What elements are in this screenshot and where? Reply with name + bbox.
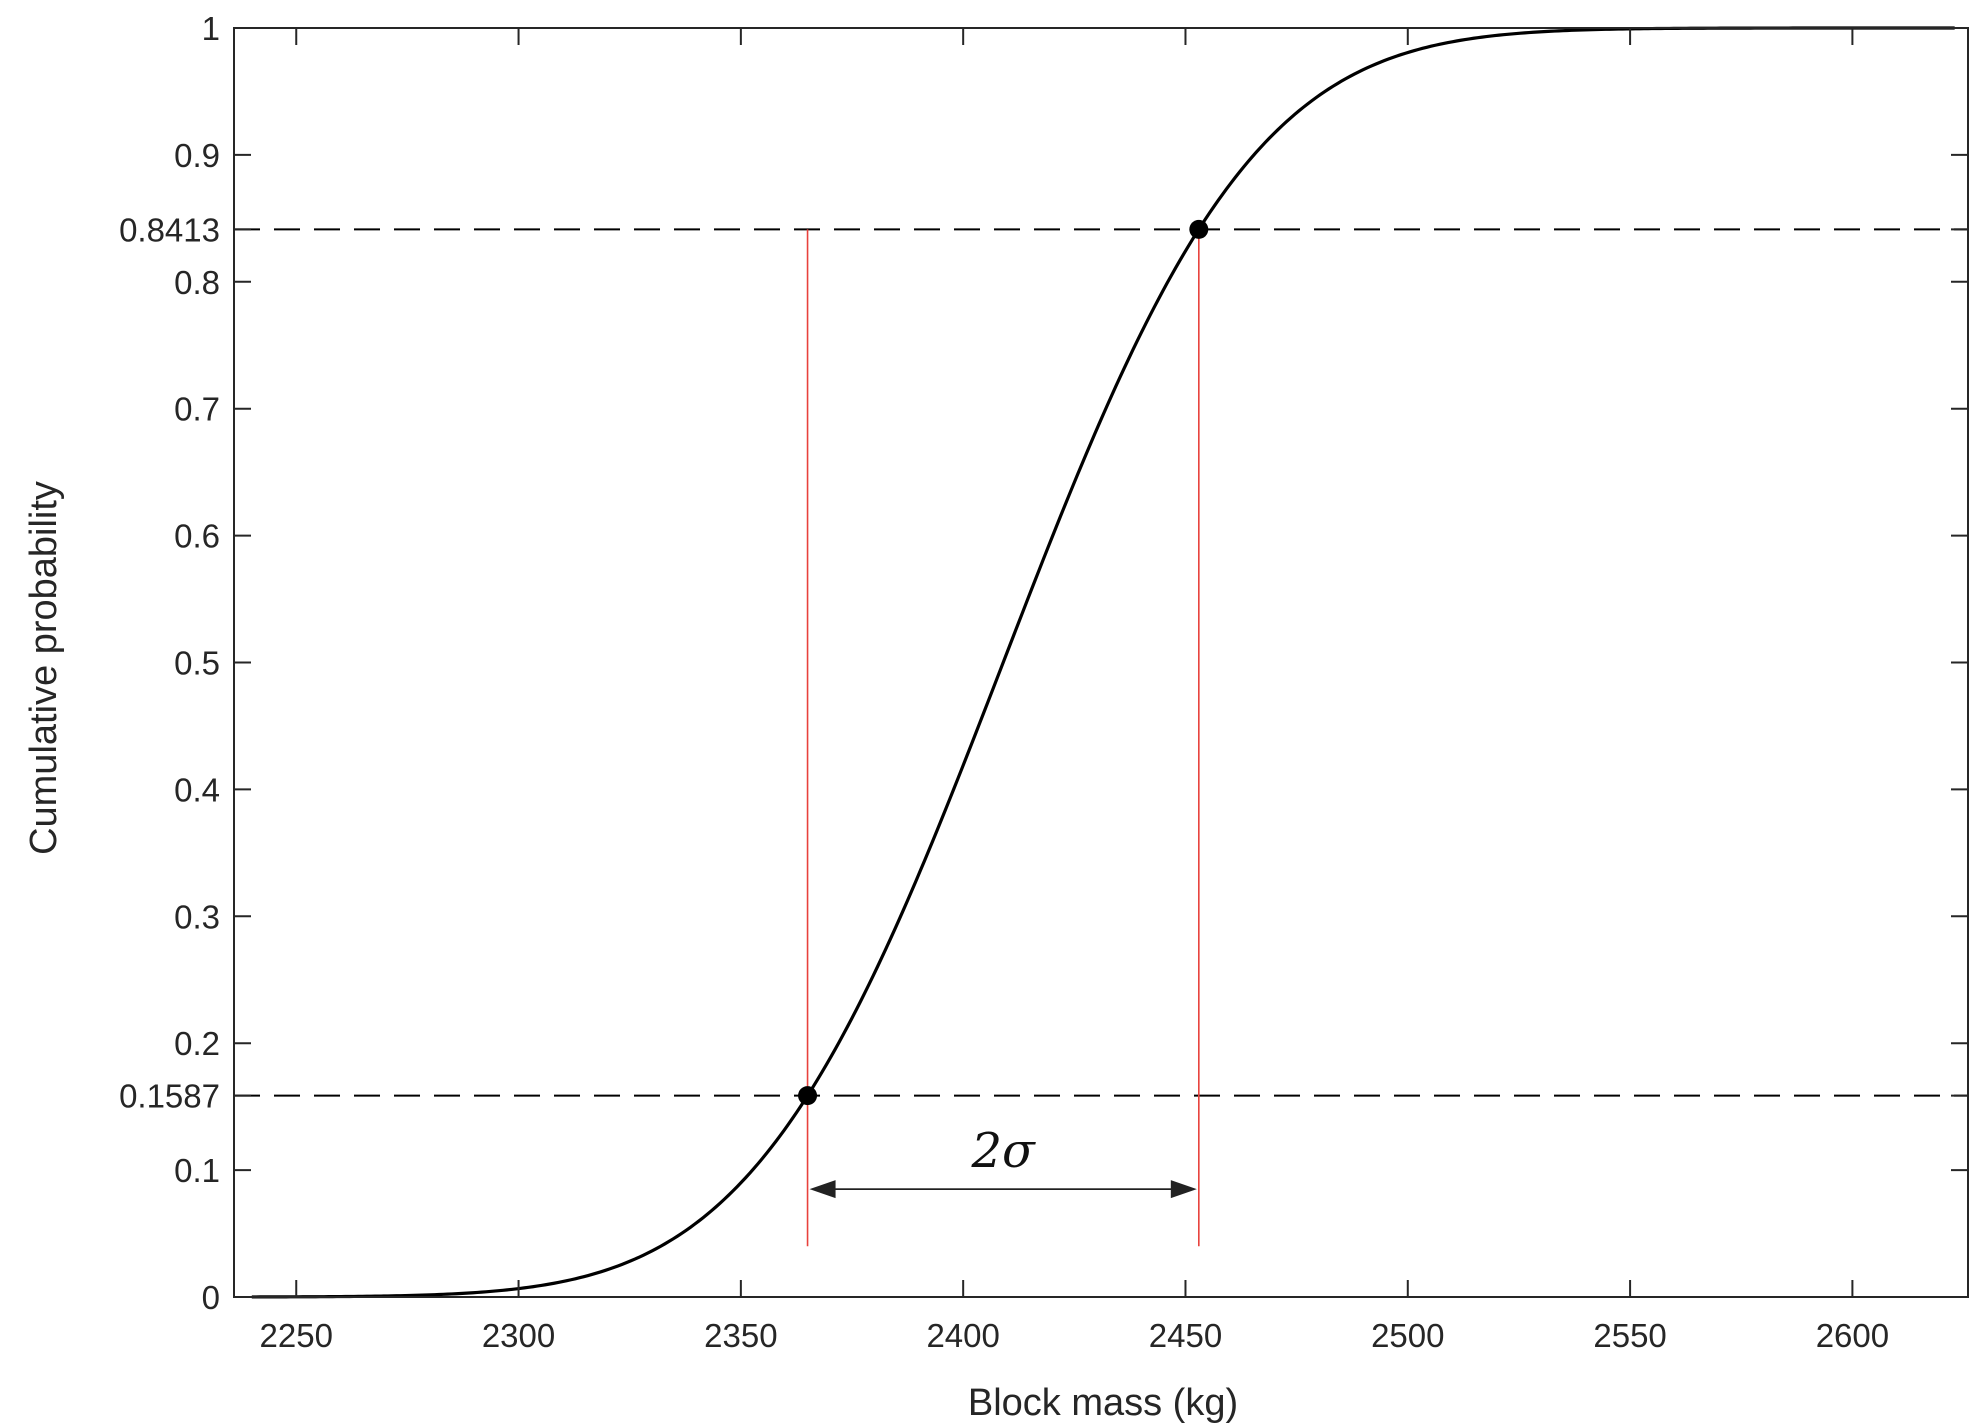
y-tick-label: 0.3 — [174, 898, 220, 935]
data-point-marker — [798, 1086, 818, 1106]
x-tick-label: 2300 — [482, 1317, 555, 1354]
x-tick-label: 2250 — [260, 1317, 333, 1354]
x-tick-label: 2600 — [1816, 1317, 1889, 1354]
sigma-arrow-left-head — [809, 1180, 836, 1199]
y-tick-label: 0 — [202, 1279, 220, 1316]
axes-layer: 2250 2300 2350 2400 2450 2500 2550 2600 0 0.1 0.15… — [119, 10, 1969, 1354]
y-tick-label: 0.8 — [174, 264, 220, 301]
sigma-annotation-label: 2σ — [971, 1123, 1037, 1179]
data-point-marker — [1189, 219, 1209, 239]
y-tick-label: 0.1587 — [119, 1078, 220, 1115]
y-tick-label: 0.9 — [174, 137, 220, 174]
y-tick-label: 0.1 — [174, 1152, 220, 1189]
y-tick-label: 0.2 — [174, 1025, 220, 1062]
x-tick-label: 2550 — [1593, 1317, 1666, 1354]
y-tick-label: 0.8413 — [119, 211, 220, 248]
x-tick-label: 2450 — [1149, 1317, 1222, 1354]
x-axis-title: Block mass (kg) — [968, 1382, 1238, 1424]
y-tick-label: 0.5 — [174, 645, 220, 682]
y-tick-label: 0.4 — [174, 771, 220, 808]
y-tick-label: 0.7 — [174, 391, 220, 428]
x-tick-label: 2400 — [926, 1317, 999, 1354]
sigma-arrow-right-head — [1170, 1180, 1197, 1199]
x-tick-label: 2500 — [1371, 1317, 1444, 1354]
y-tick-label: 1 — [202, 10, 220, 47]
x-tick-label: 2350 — [704, 1317, 777, 1354]
y-axis-title: Cumulative probability — [23, 481, 65, 855]
axes-frame — [233, 27, 1969, 1298]
y-tick-label: 0.6 — [174, 518, 220, 555]
plot-layer: 2σ — [234, 26, 1968, 1299]
cdf-curve-line — [251, 26, 1955, 1299]
